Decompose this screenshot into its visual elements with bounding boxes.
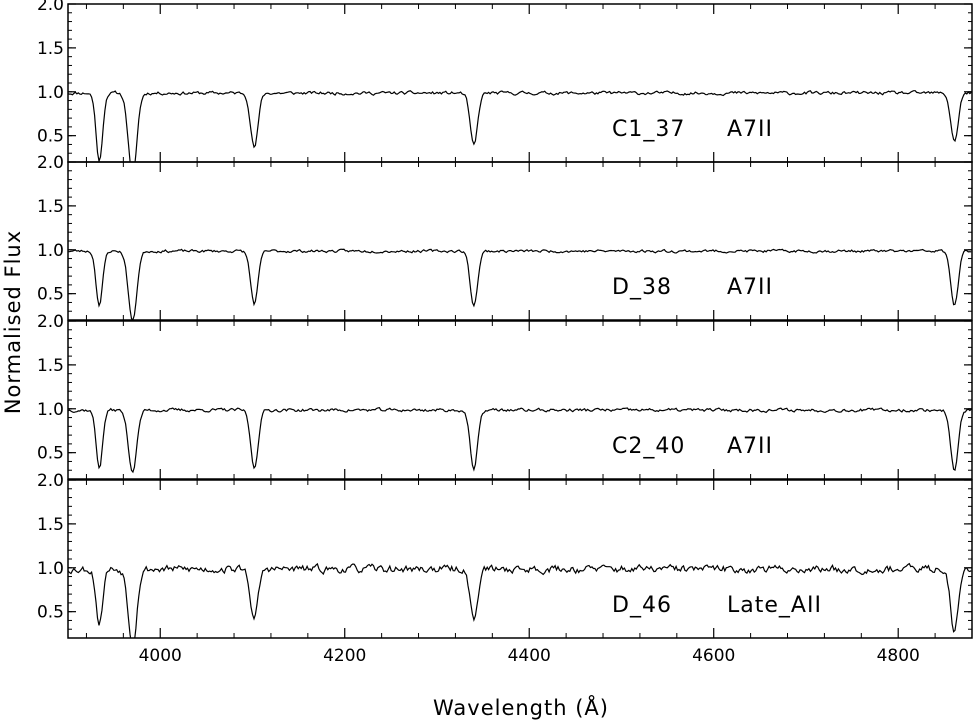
panel-frame bbox=[67, 320, 973, 480]
spectral-type-label: A7II bbox=[727, 117, 773, 142]
y-tick-label: 2.0 bbox=[37, 312, 64, 332]
y-tick-label: 2.0 bbox=[37, 0, 64, 15]
y-tick-label: 1.0 bbox=[37, 241, 64, 261]
y-tick-label: 1.0 bbox=[37, 400, 64, 420]
y-axis-title: Normalised Flux bbox=[1, 230, 25, 414]
y-tick-label: 1.5 bbox=[37, 197, 64, 217]
spectrum-panel: 0.5 1.0 1.5 2.0 D_46 Late_AII bbox=[37, 471, 973, 639]
spectrum-line bbox=[68, 248, 972, 320]
spectrum-line bbox=[68, 562, 972, 638]
spectrum-panel: 0.5 1.0 1.5 2.0 C2_40 A7II bbox=[37, 312, 973, 480]
x-tick-label: 4600 bbox=[692, 646, 735, 666]
y-tick-label: 0.5 bbox=[37, 444, 64, 464]
y-tick-label: 1.0 bbox=[37, 83, 64, 103]
panel-frame bbox=[67, 3, 973, 163]
spectral-type-label: A7II bbox=[727, 434, 773, 459]
spectral-type-label: Late_AII bbox=[727, 593, 822, 618]
x-tick-label: 4200 bbox=[323, 646, 366, 666]
y-tick-label: 1.5 bbox=[37, 515, 64, 535]
x-axis: 4000 4200 4400 4600 4800 bbox=[139, 646, 920, 666]
panel-frame bbox=[67, 479, 973, 639]
x-axis-title: Wavelength (Å) bbox=[433, 694, 609, 720]
panel-frame bbox=[67, 161, 973, 321]
spectrum-panel: 0.5 1.0 1.5 2.0 C1_37 A7II bbox=[37, 0, 973, 163]
y-tick-label: 1.5 bbox=[37, 356, 64, 376]
y-tick-label: 0.5 bbox=[37, 285, 64, 305]
x-tick-label: 4400 bbox=[508, 646, 551, 666]
spectrum-line bbox=[68, 407, 972, 474]
spectral-type-label: A7II bbox=[727, 275, 773, 300]
y-tick-label: 2.0 bbox=[37, 471, 64, 491]
star-id-label: D_46 bbox=[612, 593, 672, 618]
y-tick-label: 2.0 bbox=[37, 153, 64, 173]
y-tick-label: 1.5 bbox=[37, 39, 64, 59]
y-tick-label: 1.0 bbox=[37, 559, 64, 579]
star-id-label: C2_40 bbox=[612, 434, 685, 459]
x-tick-label: 4800 bbox=[877, 646, 920, 666]
y-tick-label: 0.5 bbox=[37, 603, 64, 623]
spectra-panels: 0.5 1.0 1.5 2.0 C1_37 A7II 0.5 1.0 1.5 2.0 D_38 A7I… bbox=[37, 0, 973, 639]
x-tick-label: 4000 bbox=[139, 646, 182, 666]
spectrum-panel: 0.5 1.0 1.5 2.0 D_38 A7II bbox=[37, 153, 973, 321]
spectrum-line bbox=[68, 90, 972, 162]
star-id-label: D_38 bbox=[612, 275, 672, 300]
star-id-label: C1_37 bbox=[612, 117, 685, 142]
y-tick-label: 0.5 bbox=[37, 127, 64, 147]
